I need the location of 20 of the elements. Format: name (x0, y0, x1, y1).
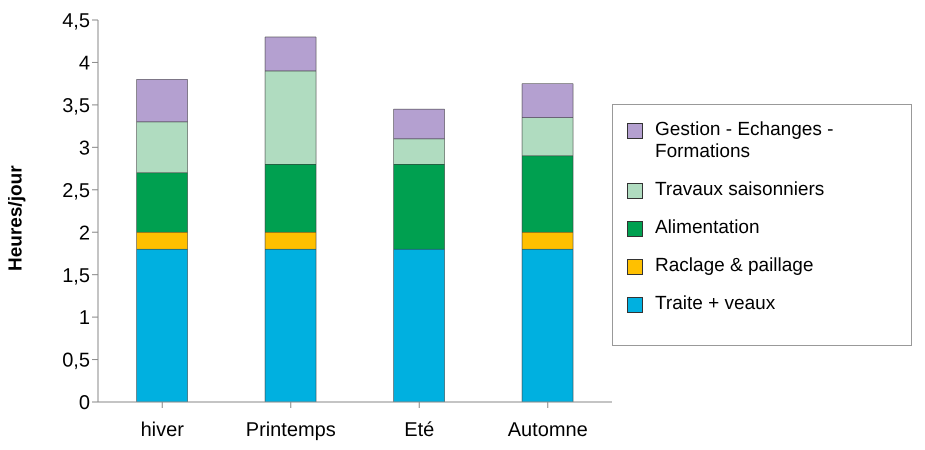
legend-label: Traite + veaux (655, 293, 776, 315)
y-tick-label: 4 (78, 52, 90, 75)
y-tick-label: 1 (78, 307, 90, 330)
y-tick-label: 4,5 (62, 10, 90, 32)
y-tick-label: 3,5 (62, 94, 90, 117)
y-tick-label: 3 (78, 137, 90, 160)
legend-label: Travaux saisonniers (655, 179, 824, 201)
x-tick-label: Automne (508, 419, 588, 442)
legend-label: Alimentation (655, 217, 760, 239)
y-tick-label: 2,5 (62, 180, 90, 202)
y-tick-label: 2 (78, 222, 90, 244)
x-tick-label: hiver (140, 419, 184, 442)
legend-label: Raclage & paillage (655, 255, 814, 277)
y-tick-label: 1,5 (62, 264, 90, 287)
y-tick-label: 0,5 (62, 350, 90, 372)
y-tick-label: 0 (78, 392, 90, 414)
y-axis-title: Heures/jour (6, 164, 27, 271)
x-tick-label: Eté (404, 419, 434, 442)
legend-label: Gestion - Echanges - Formations (655, 119, 834, 163)
x-tick-label: Printemps (246, 419, 336, 442)
